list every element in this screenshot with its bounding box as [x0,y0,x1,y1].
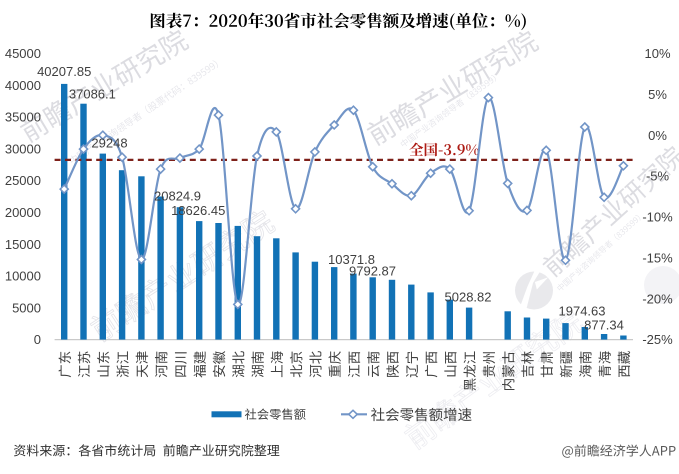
svg-text:45000: 45000 [5,46,41,61]
svg-text:877.34: 877.34 [584,318,624,333]
svg-text:20824.9: 20824.9 [154,189,201,204]
svg-text:1974.63: 1974.63 [559,304,606,319]
svg-text:-5%: -5% [646,169,670,184]
svg-text:15000: 15000 [5,237,41,252]
svg-text:5%: 5% [648,87,667,102]
svg-text:-15%: -15% [642,250,673,265]
svg-text:40000: 40000 [5,78,41,93]
svg-text:-25%: -25% [642,332,673,347]
svg-text:37086.1: 37086.1 [69,86,116,101]
svg-text:0: 0 [34,332,41,347]
svg-text:-10%: -10% [642,210,673,225]
svg-text:-20%: -20% [642,291,673,306]
svg-text:25000: 25000 [5,173,41,188]
svg-text:5000: 5000 [12,300,41,315]
svg-text:40207.85: 40207.85 [37,64,91,79]
svg-text:10000: 10000 [5,269,41,284]
svg-text:0%: 0% [648,128,667,143]
svg-text:5028.82: 5028.82 [445,290,492,305]
svg-text:10371.8: 10371.8 [328,252,375,267]
svg-text:10%: 10% [644,46,670,61]
svg-text:20000: 20000 [5,205,41,220]
svg-text:18626.45: 18626.45 [171,203,225,218]
svg-text:35000: 35000 [5,110,41,125]
svg-text:29248: 29248 [91,136,127,151]
svg-text:30000: 30000 [5,141,41,156]
svg-text:9792.87: 9792.87 [349,264,396,279]
